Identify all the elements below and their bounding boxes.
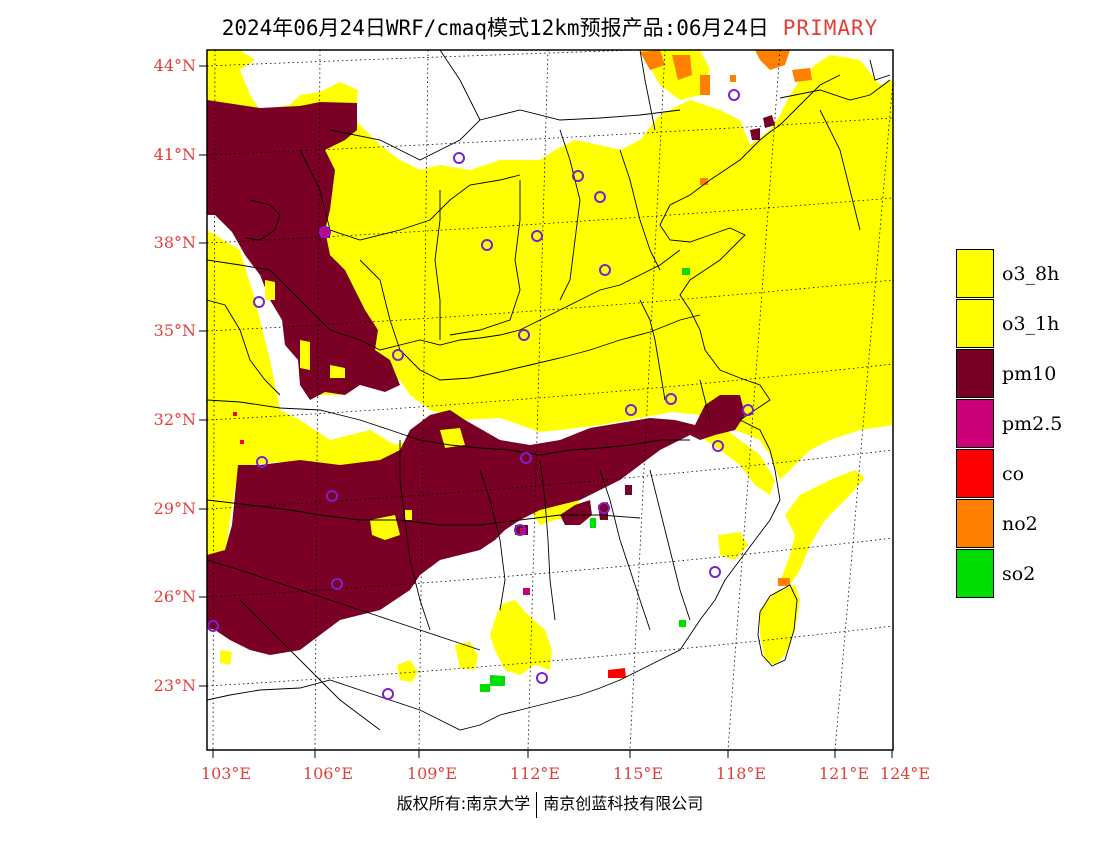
legend-label: pm2.5 xyxy=(1002,413,1063,435)
lon-label: 124°E xyxy=(879,764,931,783)
lat-label: 23°N xyxy=(153,676,196,695)
ozone-patch xyxy=(265,280,465,540)
legend-swatch xyxy=(956,249,994,298)
no2-region xyxy=(640,50,812,586)
legend-item: o3_1h xyxy=(956,299,1100,349)
lon-label: 112°E xyxy=(509,764,561,783)
so2-region xyxy=(480,268,690,692)
legend-label: co xyxy=(1002,463,1025,485)
boundaries xyxy=(207,50,891,731)
site-marker xyxy=(331,578,343,590)
lon-label: 121°E xyxy=(818,764,870,783)
lon-label: 115°E xyxy=(612,764,664,783)
site-marker xyxy=(392,349,404,361)
axis-ticks xyxy=(199,65,893,758)
legend-swatch xyxy=(956,349,994,398)
lat-label: 38°N xyxy=(153,233,196,252)
site-marker xyxy=(514,524,526,536)
site-marker xyxy=(709,566,721,578)
legend-label: pm10 xyxy=(1002,363,1057,385)
lat-label: 44°N xyxy=(153,56,196,75)
site-marker xyxy=(256,456,268,468)
title-main: 2024年06月24日WRF/cmaq模式12km预报产品:06月24日 xyxy=(221,16,769,40)
site-marker xyxy=(625,404,637,416)
legend-swatch xyxy=(956,299,994,348)
legend-item: so2 xyxy=(956,549,1100,599)
site-marker xyxy=(481,239,493,251)
legend-item: co xyxy=(956,449,1100,499)
lat-label: 29°N xyxy=(153,499,196,518)
site-marker xyxy=(742,404,754,416)
lon-label: 103°E xyxy=(200,764,252,783)
legend-item: no2 xyxy=(956,499,1100,549)
site-marker xyxy=(453,152,465,164)
site-marker xyxy=(319,226,331,238)
lat-label: 41°N xyxy=(153,145,196,164)
lon-label: 118°E xyxy=(715,764,767,783)
lat-label: 26°N xyxy=(153,587,196,606)
copyright-footer: 版权所有:南京大学 南京创蓝科技有限公司 xyxy=(0,790,1100,818)
monitoring-sites xyxy=(207,89,754,700)
legend-label: o3_8h xyxy=(1002,263,1060,285)
site-marker xyxy=(326,490,338,502)
lon-label: 109°E xyxy=(406,764,458,783)
co-region xyxy=(233,412,626,678)
legend-swatch xyxy=(956,549,994,598)
site-marker xyxy=(728,89,740,101)
legend-item: pm2.5 xyxy=(956,399,1100,449)
footer-separator xyxy=(536,791,538,818)
site-marker xyxy=(598,502,610,514)
site-marker xyxy=(572,170,584,182)
legend-label: no2 xyxy=(1002,513,1038,535)
footer-left: 版权所有:南京大学 xyxy=(396,794,531,813)
site-marker xyxy=(253,296,265,308)
map-title: 2024年06月24日WRF/cmaq模式12km预报产品:06月24日 PRIM… xyxy=(0,12,1100,42)
site-marker xyxy=(665,393,677,405)
legend-item: o3_8h xyxy=(956,249,1100,299)
legend-swatch xyxy=(956,449,994,498)
legend-swatch xyxy=(956,399,994,448)
lat-label: 35°N xyxy=(153,321,196,340)
site-marker xyxy=(531,230,543,242)
site-marker xyxy=(536,672,548,684)
lat-label: 32°N xyxy=(153,410,196,429)
site-marker xyxy=(382,688,394,700)
site-marker xyxy=(599,264,611,276)
site-marker xyxy=(594,191,606,203)
lon-label: 106°E xyxy=(302,764,354,783)
title-highlight: PRIMARY xyxy=(782,16,879,40)
legend-label: o3_1h xyxy=(1002,313,1060,335)
site-marker xyxy=(207,620,219,632)
graticule xyxy=(207,50,893,750)
site-marker xyxy=(712,440,724,452)
site-marker xyxy=(518,329,530,341)
map-frame xyxy=(206,49,894,751)
site-marker xyxy=(520,452,532,464)
footer-right: 南京创蓝科技有限公司 xyxy=(543,794,704,813)
legend-item: pm10 xyxy=(956,349,1100,399)
legend-label: so2 xyxy=(1002,563,1036,585)
legend-swatch xyxy=(956,499,994,548)
